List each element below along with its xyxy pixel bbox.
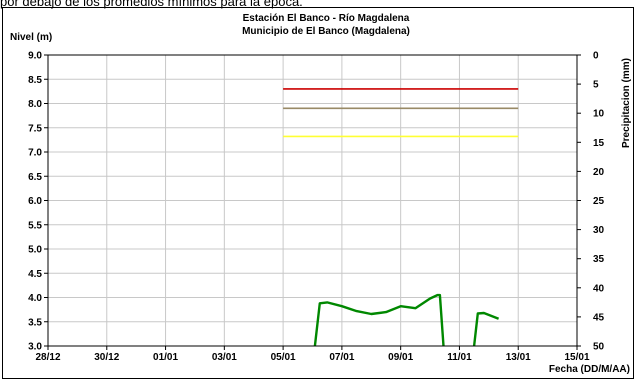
y-tick-label: 8.0 xyxy=(28,99,42,110)
chart-title: Estación El Banco - Río Magdalena xyxy=(243,13,410,24)
chart-frame xyxy=(2,7,634,379)
y-tick-label: 7.0 xyxy=(28,148,42,159)
y2-axis-label: Precipitacion (mm) xyxy=(621,58,632,148)
y2-tick-label: 20 xyxy=(593,167,605,178)
y2-tick-label: 35 xyxy=(593,254,605,265)
y-tick-label: 9.0 xyxy=(28,51,42,62)
y2-tick-label: 0 xyxy=(593,51,599,62)
y-tick-label: 5.0 xyxy=(28,245,42,256)
y2-tick-label: 5 xyxy=(593,80,599,91)
x-axis-label: Fecha (DD/M/AA) xyxy=(549,364,630,375)
x-tick-label: 13/01 xyxy=(506,352,531,363)
x-tick-label: 01/01 xyxy=(153,352,178,363)
y2-tick-label: 50 xyxy=(593,342,605,353)
y2-tick-label: 30 xyxy=(593,225,605,236)
y-tick-label: 4.5 xyxy=(28,269,42,280)
y-tick-label: 6.5 xyxy=(28,172,42,183)
y-tick-label: 3.0 xyxy=(28,342,42,353)
y-tick-label: 8.5 xyxy=(28,75,42,86)
top-caption: por debajo de los promedios mínimos para… xyxy=(0,0,303,9)
x-tick-label: 07/01 xyxy=(329,352,354,363)
level-series-line xyxy=(313,293,445,347)
y2-tick-label: 10 xyxy=(593,109,605,120)
x-tick-label: 28/12 xyxy=(35,352,60,363)
x-tick-label: 05/01 xyxy=(271,352,296,363)
y-tick-label: 3.5 xyxy=(28,317,42,328)
y2-tick-label: 45 xyxy=(593,312,605,323)
y-tick-label: 4.0 xyxy=(28,293,42,304)
y-axis-label: Nivel (m) xyxy=(10,32,52,43)
chart-subtitle: Municipio de El Banco (Magdalena) xyxy=(242,26,410,37)
x-tick-label: 30/12 xyxy=(94,352,119,363)
y2-tick-label: 40 xyxy=(593,283,605,294)
y-tick-label: 5.5 xyxy=(28,220,42,231)
y-tick-label: 6.0 xyxy=(28,196,42,207)
y-tick-label: 7.5 xyxy=(28,123,42,134)
x-tick-label: 15/01 xyxy=(564,352,589,363)
y2-tick-label: 15 xyxy=(593,138,605,149)
y2-tick-label: 25 xyxy=(593,196,605,207)
level-series-line xyxy=(472,311,500,347)
x-tick-label: 11/01 xyxy=(447,352,472,363)
x-tick-label: 09/01 xyxy=(388,352,413,363)
x-tick-label: 03/01 xyxy=(212,352,237,363)
